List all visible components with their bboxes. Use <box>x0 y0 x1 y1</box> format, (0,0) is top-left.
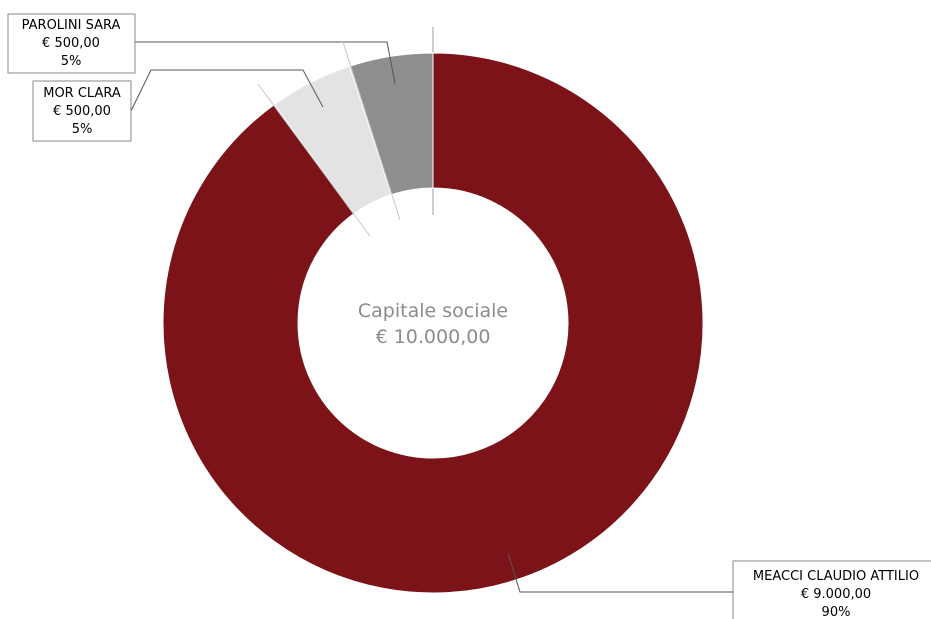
label-amount: € 9.000,00 <box>801 587 871 602</box>
center-value: € 10.000,00 <box>376 326 491 348</box>
slice-guide-0 <box>342 41 401 221</box>
slice-label-mor-clara: MOR CLARA € 500,00 5% <box>32 80 132 142</box>
slice-label-parolini-sara: PAROLINI SARA € 500,00 5% <box>7 13 136 74</box>
label-box <box>732 560 931 619</box>
label-box <box>32 80 132 142</box>
slice-guide-1 <box>257 83 371 237</box>
label-percent: 5% <box>61 54 82 69</box>
label-name: MEACCI CLAUDIO ATTILIO <box>753 569 919 584</box>
slice-group <box>162 52 704 594</box>
leader-line-parolini-sara <box>135 41 396 84</box>
label-name: PAROLINI SARA <box>22 18 121 33</box>
slice-parolini-sara <box>348 52 434 196</box>
slice-label-meacci-claudio-attilio: MEACCI CLAUDIO ATTILIO € 9.000,00 90% <box>732 560 931 619</box>
leader-lines <box>130 41 733 593</box>
leader-line-mor-clara <box>130 69 324 112</box>
label-percent: 90% <box>822 605 851 619</box>
label-name: MOR CLARA <box>43 86 121 101</box>
label-amount: € 500,00 <box>53 104 111 119</box>
center-title: Capitale sociale <box>358 300 508 322</box>
leader-line-meacci-claudio-attilio <box>507 552 733 593</box>
label-amount: € 500,00 <box>42 36 100 51</box>
slice-meacci-claudio-attilio <box>162 52 704 594</box>
label-box <box>7 13 136 74</box>
label-percent: 5% <box>72 122 93 137</box>
